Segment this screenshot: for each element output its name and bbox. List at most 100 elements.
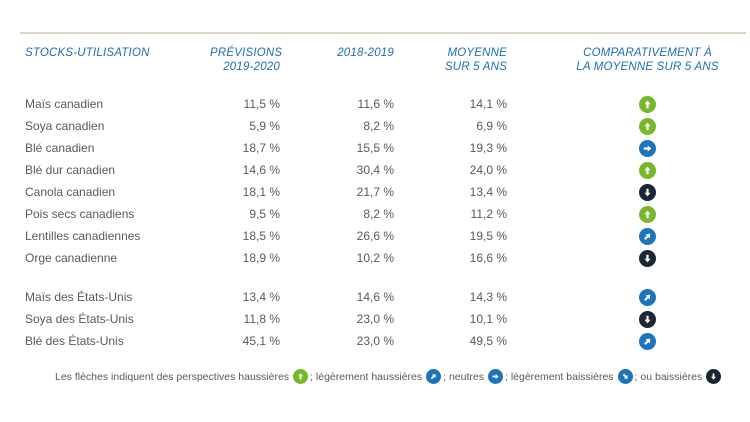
trend-cell: [507, 310, 750, 328]
forecast-value: 18,1 %: [242, 185, 280, 199]
five-year-average-value: 19,3 %: [469, 141, 507, 155]
legend-text: ; ou baissières: [634, 370, 703, 383]
forecast-value: 11,8 %: [243, 312, 280, 326]
commodity-label: Blé des États-Unis: [25, 334, 124, 348]
trend-cell: [507, 117, 750, 135]
trend-cell: [507, 328, 750, 354]
forecast-value: 9,5 %: [249, 207, 280, 221]
table-body: Maïs canadien 11,5 % 11,6 % 14,1 % Soya …: [25, 93, 750, 354]
header-col2-line1: PRÉVISIONS: [210, 47, 283, 59]
legend-text: ; légèrement baissières: [504, 370, 614, 383]
header-col3-text: 2018-2019: [337, 47, 394, 59]
table-row: Soya canadien 5,9 % 8,2 % 6,9 %: [25, 115, 750, 137]
trend-arrow-icon: [639, 117, 656, 135]
header-moyenne-5-ans: MOYENNE SUR 5 ANS: [394, 46, 507, 74]
trend-arrow-icon: [635, 223, 660, 249]
header-previsions: PRÉVISIONS 2019-2020: [210, 46, 283, 74]
header-col4-line2: SUR 5 ANS: [444, 61, 507, 73]
previous-year-value: 30,4 %: [356, 163, 394, 177]
stocks-utilisation-table: STOCKS-UTILISATION PRÉVISIONS 2019-2020 …: [25, 46, 750, 354]
trend-arrow-icon: [639, 249, 656, 267]
trend-arrow-icon: [639, 139, 656, 157]
trend-cell: [507, 139, 750, 157]
table-row: Blé canadien 18,7 % 15,5 % 19,3 %: [25, 137, 750, 159]
five-year-average-value: 10,1 %: [469, 312, 507, 326]
forecast-value: 18,9 %: [242, 251, 280, 265]
trend-arrow-icon: [639, 183, 656, 201]
down-right-arrow-icon: [614, 365, 636, 388]
up-right-arrow-icon: [423, 365, 445, 388]
header-2018-2019: 2018-2019: [280, 46, 394, 60]
five-year-average-value: 13,4 %: [469, 185, 507, 199]
group-separator: [25, 269, 750, 286]
forecast-value: 45,1 %: [242, 334, 280, 348]
five-year-average-value: 6,9 %: [476, 119, 507, 133]
trend-cell: [507, 95, 750, 113]
header-comparativement: COMPARATIVEMENT À LA MOYENNE SUR 5 ANS: [507, 46, 750, 74]
trend-arrow-icon: [639, 95, 656, 113]
commodity-label: Canola canadien: [25, 185, 116, 199]
commodity-label: Blé dur canadien: [25, 163, 116, 177]
previous-year-value: 11,6 %: [357, 97, 394, 111]
previous-year-value: 8,2 %: [363, 207, 394, 221]
five-year-average-value: 14,3 %: [469, 290, 507, 304]
header-col4-line1: MOYENNE: [447, 47, 507, 59]
previous-year-value: 14,6 %: [356, 290, 394, 304]
table-header-row: STOCKS-UTILISATION PRÉVISIONS 2019-2020 …: [25, 46, 750, 74]
table-row: Pois secs canadiens 9,5 % 8,2 % 11,2 %: [25, 203, 750, 225]
forecast-value: 18,7 %: [242, 141, 280, 155]
trend-arrow-icon: [639, 205, 656, 223]
trend-arrow-icon: [639, 310, 656, 328]
header-stocks-utilisation: STOCKS-UTILISATION: [25, 46, 210, 60]
header-col2-line2: 2019-2020: [223, 61, 280, 73]
previous-year-value: 23,0 %: [356, 334, 394, 348]
forecast-value: 5,9 %: [249, 119, 280, 133]
legend-text: Les flèches indiquent des perspectives h…: [55, 370, 290, 383]
table-row: Maïs des États-Unis 13,4 % 14,6 % 14,3 %: [25, 284, 750, 310]
table-row: Lentilles canadiennes 18,5 % 26,6 % 19,5…: [25, 223, 750, 249]
trend-cell: [507, 183, 750, 201]
trend-arrow-icon: [635, 284, 660, 310]
trend-cell: [507, 161, 750, 179]
previous-year-value: 23,0 %: [356, 312, 394, 326]
commodity-label: Orge canadienne: [25, 251, 118, 265]
commodity-label: Blé canadien: [25, 141, 95, 155]
previous-year-value: 15,5 %: [356, 141, 394, 155]
five-year-average-value: 49,5 %: [469, 334, 507, 348]
five-year-average-value: 24,0 %: [469, 163, 507, 177]
five-year-average-value: 11,2 %: [470, 207, 507, 221]
legend-text: ; neutres: [443, 370, 484, 383]
forecast-value: 13,4 %: [242, 290, 280, 304]
legend-text: ; légèrement haussières: [310, 370, 423, 383]
trend-cell: [507, 223, 750, 249]
previous-year-value: 10,2 %: [356, 251, 394, 265]
previous-year-value: 8,2 %: [363, 119, 394, 133]
header-col1-text: STOCKS-UTILISATION: [25, 47, 150, 59]
table-row: Blé dur canadien 14,6 % 30,4 % 24,0 %: [25, 159, 750, 181]
up-arrow-icon: [293, 369, 309, 384]
commodity-label: Maïs canadien: [25, 97, 104, 111]
trend-arrow-icon: [635, 328, 660, 354]
previous-year-value: 26,6 %: [356, 229, 394, 243]
commodity-label: Pois secs canadiens: [25, 207, 135, 221]
down-arrow-icon: [706, 369, 722, 384]
previous-year-value: 21,7 %: [356, 185, 394, 199]
commodity-label: Soya des États-Unis: [25, 312, 134, 326]
arrow-legend: Les flèches indiquent des perspectives h…: [55, 365, 723, 388]
table-row: Canola canadien 18,1 % 21,7 % 13,4 %: [25, 181, 750, 203]
five-year-average-value: 16,6 %: [469, 251, 507, 265]
trend-arrow-icon: [639, 161, 656, 179]
table-row: Soya des États-Unis 11,8 % 23,0 % 10,1 %: [25, 308, 750, 330]
forecast-value: 14,6 %: [242, 163, 280, 177]
table-row: Maïs canadien 11,5 % 11,6 % 14,1 %: [25, 93, 750, 115]
trend-cell: [507, 284, 750, 310]
commodity-label: Lentilles canadiennes: [25, 229, 141, 243]
five-year-average-value: 19,5 %: [469, 229, 507, 243]
trend-cell: [507, 249, 750, 267]
forecast-value: 11,5 %: [243, 97, 280, 111]
table-row: Orge canadienne 18,9 % 10,2 % 16,6 %: [25, 247, 750, 269]
commodity-label: Soya canadien: [25, 119, 105, 133]
table-row: Blé des États-Unis 45,1 % 23,0 % 49,5 %: [25, 328, 750, 354]
right-arrow-icon: [487, 369, 503, 384]
